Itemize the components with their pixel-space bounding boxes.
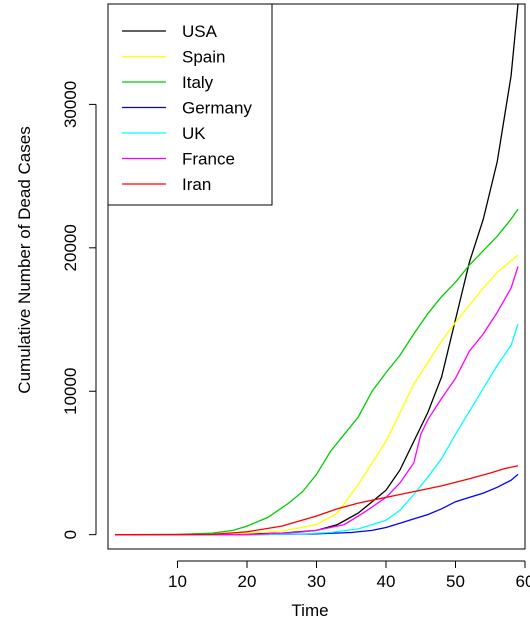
x-tick-label: 20 <box>238 572 257 591</box>
plot-frame <box>107 3 526 550</box>
y-tick-label: 0 <box>61 530 80 539</box>
y-axis-title: Cumulative Number of Dead Cases <box>15 126 34 393</box>
legend-label-usa: USA <box>182 22 218 41</box>
y-tick-label: 30000 <box>61 81 80 128</box>
x-axis-title: Time <box>291 601 328 620</box>
x-tick-label: 10 <box>168 572 187 591</box>
x-tick-label: 30 <box>307 572 326 591</box>
y-axis: 0 10000 20000 30000 <box>61 81 97 539</box>
series-line-italy <box>114 208 519 536</box>
x-axis: 10 20 30 40 50 60 <box>168 560 530 591</box>
x-tick-label: 50 <box>446 572 465 591</box>
series-line-iran <box>114 465 519 536</box>
legend-label-france: France <box>182 150 235 169</box>
series-layer <box>114 3 519 536</box>
y-tick-label: 10000 <box>61 368 80 415</box>
series-line-germany <box>115 473 519 536</box>
legend-label-spain: Spain <box>182 48 225 67</box>
x-tick-label: 60 <box>516 572 530 591</box>
legend-label-italy: Italy <box>182 73 214 92</box>
legend-label-uk: UK <box>182 124 206 143</box>
legend-label-germany: Germany <box>182 99 252 118</box>
series-line-france <box>115 266 519 536</box>
series-line-uk <box>115 323 519 536</box>
legend: USA Spain Italy Germany UK France Iran <box>107 3 273 206</box>
legend-label-iran: Iran <box>182 175 211 194</box>
x-tick-label: 40 <box>377 572 396 591</box>
series-line-spain <box>114 254 519 536</box>
y-tick-label: 20000 <box>61 224 80 271</box>
legend-box <box>107 3 273 206</box>
